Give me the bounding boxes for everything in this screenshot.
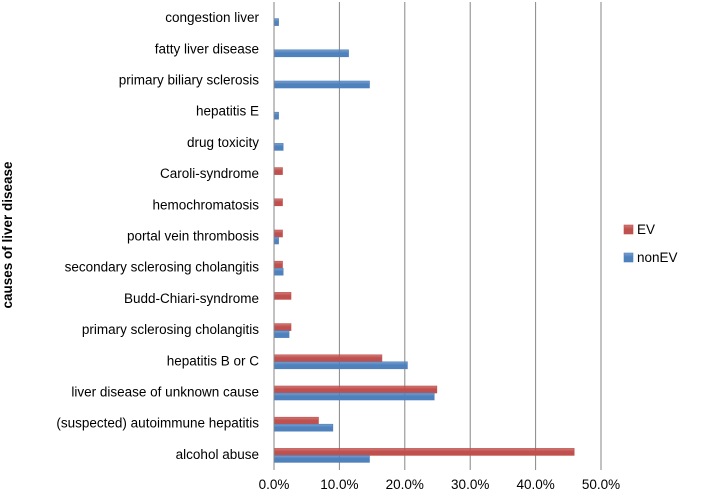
x-tick-label: 40.0%	[516, 477, 554, 492]
bars	[273, 18, 575, 463]
category-label: drug toxicity	[187, 135, 259, 150]
category-label: congestion liver	[165, 10, 259, 25]
bar-nonev	[273, 392, 435, 401]
bar-nonev	[273, 236, 279, 245]
x-tick-label: 50.0%	[582, 477, 620, 492]
category-label: portal vein thrombosis	[127, 229, 259, 244]
category-label: primary biliary sclerosis	[119, 73, 260, 88]
category-label: Budd-Chiari-syndrome	[124, 291, 259, 306]
category-label: liver disease of unknown cause	[71, 385, 259, 400]
x-tick-label: 30.0%	[451, 477, 489, 492]
x-tick-labels: 0.0% 10.0% 20.0% 30.0% 40.0% 50.0%	[259, 477, 621, 492]
bar-ev	[273, 198, 283, 207]
category-label: hemochromatosis	[152, 197, 259, 212]
x-tick-label: 20.0%	[386, 477, 424, 492]
legend-swatch-ev	[623, 224, 634, 235]
legend: EV nonEV	[623, 222, 678, 265]
category-label: hepatitis E	[196, 104, 259, 119]
bar-ev	[273, 354, 383, 363]
bar-nonev	[273, 18, 279, 26]
bar-nonev	[273, 267, 284, 276]
bar-nonev	[273, 330, 290, 338]
bar-ev	[273, 323, 292, 331]
legend-label-ev: EV	[637, 222, 655, 237]
bar-nonev	[273, 361, 408, 370]
category-label: fatty liver disease	[155, 41, 259, 56]
bar-nonev	[273, 111, 279, 120]
category-label: primary sclerosing cholangitis	[82, 322, 259, 337]
legend-label-nonev: nonEV	[637, 250, 678, 265]
bar-ev	[273, 260, 283, 269]
y-axis-title: causes of liver disease	[0, 161, 15, 309]
bar-ev	[273, 448, 575, 456]
category-label: alcohol abuse	[176, 447, 259, 462]
bar-nonev	[273, 423, 334, 432]
legend-swatch-nonev	[623, 252, 634, 263]
bar-ev	[273, 167, 283, 175]
bar-ev	[273, 385, 438, 394]
x-tick-label: 10.0%	[320, 477, 358, 492]
bar-ev	[273, 229, 283, 238]
category-label: hepatitis B or C	[167, 353, 260, 368]
bar-nonev	[273, 80, 370, 89]
category-label: secondary sclerosing cholangitis	[65, 260, 260, 275]
category-label: Caroli-syndrome	[160, 166, 259, 181]
category-labels: congestion liver fatty liver disease prima…	[56, 10, 259, 462]
category-label: (suspected) autoimmune hepatitis	[56, 416, 259, 431]
bar-nonev	[273, 49, 349, 58]
bar-nonev	[273, 143, 284, 151]
bar-ev	[273, 416, 319, 425]
bar-ev	[273, 292, 292, 300]
bar-nonev	[273, 455, 370, 463]
x-tick-label: 0.0%	[259, 477, 290, 492]
